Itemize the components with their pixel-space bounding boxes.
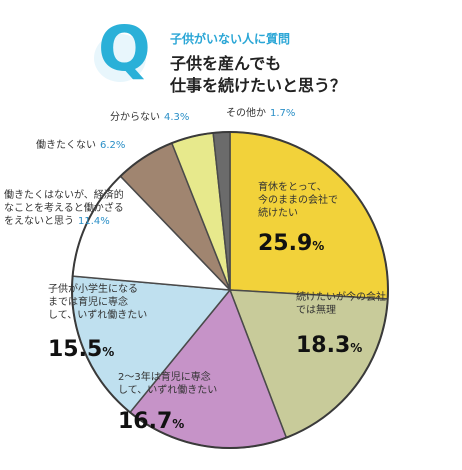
slice-value: 11.4% xyxy=(78,216,110,227)
slice-label-line: 分からない xyxy=(110,111,160,123)
slice-value-unit: % xyxy=(312,239,324,253)
slice-value-number: 4.3 xyxy=(164,112,180,123)
slice-value-number: 18.3 xyxy=(296,333,350,358)
slice-label-line: その他か xyxy=(226,106,266,119)
question-title-line-1: 子供を産んでも xyxy=(170,54,282,73)
slice-value: 25.9% xyxy=(258,231,324,256)
question-eyebrow: 子供がいない人に質問 xyxy=(170,32,291,46)
slice-label-line: して、いずれ働きたい xyxy=(48,308,147,321)
slice-label-line: 続けたいが今の会社 xyxy=(296,290,386,303)
slice-label-line: をえないと思う xyxy=(4,215,74,227)
slice-value: 16.7% xyxy=(118,409,184,434)
slice-value-unit: % xyxy=(102,345,114,359)
slice-value: 15.5% xyxy=(48,337,114,362)
question-header: Q 子供がいない人に質問 子供を産んでも 仕事を続けたいと思う？ xyxy=(0,0,462,110)
slice-value: 6.2% xyxy=(100,140,125,151)
pie-slice xyxy=(229,131,389,300)
slice-label-line: までは育児に専念 xyxy=(48,295,128,308)
slice-label: 働きたくない 6.2% xyxy=(36,138,125,151)
slice-value-number: 25.9 xyxy=(258,231,312,256)
question-title-line-2: 仕事を続けたいと思う？ xyxy=(170,76,347,95)
slice-value-unit: % xyxy=(100,216,110,227)
slice-value: 18.3% xyxy=(296,333,362,358)
slice-value-unit: % xyxy=(350,341,362,355)
slice-label-line: して、いずれ働きたい xyxy=(118,383,217,396)
slice-value-number: 6.2 xyxy=(100,140,116,151)
pie-outline xyxy=(71,131,389,449)
slice-value-unit: % xyxy=(116,140,126,151)
slice-label-line: 2～3年は育児に専念 xyxy=(118,370,211,383)
slice-value-number: 15.5 xyxy=(48,337,102,362)
slice-label-line: では無理 xyxy=(296,303,336,316)
slice-value-unit: % xyxy=(286,108,296,119)
slice-value-number: 1.7 xyxy=(270,108,286,119)
slice-label-line: 働きたくはないが、経済的 xyxy=(4,188,124,201)
slice-label-line: なことを考えると働かざる xyxy=(4,201,124,214)
slice-label: その他か 1.7% xyxy=(226,106,295,119)
slice-value-unit: % xyxy=(172,417,184,431)
slice-label-line: 子供が小学生になる xyxy=(48,282,138,295)
slice-value: 4.3% xyxy=(164,112,189,123)
slice-value-number: 11.4 xyxy=(78,216,100,227)
slice-label-line: 働きたくない xyxy=(36,138,96,151)
q-badge-icon xyxy=(94,34,146,82)
slice-label-line: 今のままの会社で xyxy=(258,193,338,206)
slice-value-unit: % xyxy=(180,112,190,123)
slice-label: 分からない 4.3% xyxy=(110,111,189,123)
slice-label-line: 続けたい xyxy=(258,206,298,219)
slice-label-line: 育休をとって、 xyxy=(258,180,327,193)
slice-value: 1.7% xyxy=(270,108,295,119)
slice-value-number: 16.7 xyxy=(118,409,172,434)
q-badge-letter: Q xyxy=(98,12,151,85)
